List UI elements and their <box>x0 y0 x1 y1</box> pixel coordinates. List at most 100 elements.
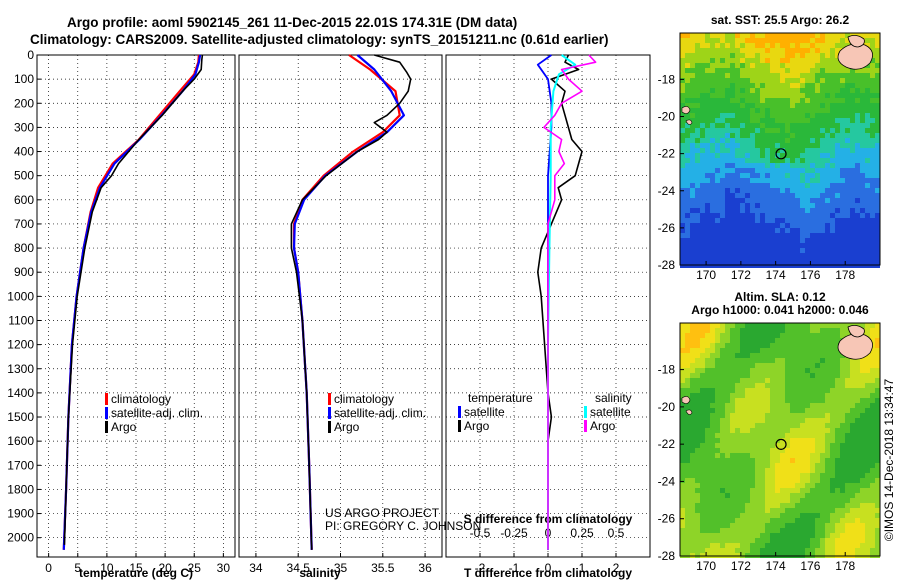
sla-heatmap-cell <box>825 423 830 428</box>
sla-heatmap-cell <box>830 548 835 553</box>
sst-heatmap-cell <box>740 38 745 43</box>
sst-heatmap-cell <box>840 113 845 118</box>
sst-heatmap-cell <box>815 208 820 213</box>
sla-heatmap-cell <box>815 388 820 393</box>
sst-heatmap-cell <box>695 163 700 168</box>
sla-heatmap-cell <box>860 323 865 328</box>
sst-heatmap-cell <box>720 53 725 58</box>
sst-heatmap-cell <box>835 118 840 123</box>
sla-heatmap-cell <box>770 428 775 433</box>
sst-heatmap-cell <box>710 253 715 258</box>
sla-heatmap-cell <box>690 348 695 353</box>
sst-heatmap-cell <box>765 258 770 263</box>
sla-heatmap-cell <box>815 498 820 503</box>
sst-heatmap-cell <box>760 33 765 38</box>
sst-heatmap-cell <box>695 228 700 233</box>
sst-heatmap-cell <box>805 43 810 48</box>
sla-heatmap-cell <box>810 428 815 433</box>
sla-heatmap-cell <box>860 518 865 523</box>
sst-heatmap-cell <box>715 103 720 108</box>
sst-heatmap-cell <box>870 198 875 203</box>
sla-heatmap-cell <box>755 513 760 518</box>
sla-heatmap-cell <box>780 443 785 448</box>
sst-heatmap-cell <box>845 243 850 248</box>
sst-heatmap-cell <box>755 103 760 108</box>
sst-heatmap-cell <box>725 243 730 248</box>
sst-heatmap-cell <box>680 143 685 148</box>
sst-heatmap-cell <box>755 228 760 233</box>
sst-heatmap-cell <box>740 98 745 103</box>
sla-heatmap-cell <box>780 408 785 413</box>
sla-heatmap-cell <box>715 473 720 478</box>
sla-heatmap-cell <box>795 328 800 333</box>
sst-heatmap-cell <box>870 118 875 123</box>
sst-heatmap-cell <box>755 58 760 63</box>
sst-heatmap-cell <box>725 173 730 178</box>
sst-heatmap-cell <box>770 178 775 183</box>
sla-heatmap-cell <box>685 413 690 418</box>
sst-heatmap-cell <box>810 218 815 223</box>
sst-heatmap-cell <box>800 168 805 173</box>
sst-heatmap-cell <box>685 153 690 158</box>
sst-heatmap-cell <box>705 163 710 168</box>
sst-heatmap-cell <box>775 218 780 223</box>
sst-heatmap-cell <box>700 203 705 208</box>
sla-heatmap-cell <box>740 503 745 508</box>
sst-heatmap-cell <box>720 33 725 38</box>
sst-heatmap-cell <box>730 183 735 188</box>
sst-heatmap-cell <box>865 83 870 88</box>
sst-heatmap-cell <box>735 113 740 118</box>
sla-heatmap-cell <box>860 508 865 513</box>
sst-heatmap-cell <box>690 238 695 243</box>
sla-heatmap-cell <box>740 533 745 538</box>
sst-heatmap-cell <box>685 143 690 148</box>
sst-heatmap-cell <box>760 163 765 168</box>
sla-heatmap-cell <box>700 533 705 538</box>
sst-heatmap-cell <box>760 48 765 53</box>
sst-heatmap-cell <box>860 223 865 228</box>
sla-heatmap-cell <box>815 358 820 363</box>
sla-heatmap-cell <box>770 523 775 528</box>
sst-heatmap-cell <box>720 248 725 253</box>
sst-heatmap-cell <box>805 83 810 88</box>
sla-heatmap-cell <box>760 488 765 493</box>
sst-heatmap-cell <box>775 73 780 78</box>
sla-heatmap-cell <box>705 513 710 518</box>
sst-heatmap-cell <box>730 93 735 98</box>
sla-heatmap-cell <box>830 323 835 328</box>
sla-heatmap-cell <box>765 343 770 348</box>
sst-heatmap-cell <box>680 258 685 263</box>
sla-heatmap-cell <box>715 438 720 443</box>
sla-heatmap-cell <box>865 388 870 393</box>
sla-heatmap-cell <box>825 328 830 333</box>
sla-heatmap-cell <box>740 423 745 428</box>
sla-heatmap-cell <box>865 513 870 518</box>
sst-heatmap-cell <box>780 58 785 63</box>
sla-heatmap-cell <box>810 498 815 503</box>
sla-heatmap-cell <box>800 513 805 518</box>
sla-heatmap-cell <box>835 483 840 488</box>
sla-heatmap-cell <box>680 323 685 328</box>
sla-heatmap-cell <box>715 433 720 438</box>
sst-heatmap-cell <box>725 73 730 78</box>
sst-heatmap-cell <box>800 163 805 168</box>
sst-heatmap-cell <box>725 118 730 123</box>
sst-heatmap-cell <box>690 58 695 63</box>
sst-heatmap-cell <box>765 58 770 63</box>
sla-heatmap-cell <box>765 433 770 438</box>
sst-heatmap-cell <box>875 133 880 138</box>
sst-heatmap-cell <box>765 168 770 173</box>
sst-heatmap-cell <box>820 33 825 38</box>
sst-heatmap-cell <box>755 213 760 218</box>
sla-heatmap-cell <box>845 378 850 383</box>
sla-heatmap-cell <box>685 443 690 448</box>
sla-heatmap-cell <box>795 483 800 488</box>
sla-land-vanua-levu <box>847 325 865 338</box>
sla-heatmap-cell <box>735 433 740 438</box>
sla-heatmap-cell <box>735 468 740 473</box>
sla-heatmap-cell <box>825 408 830 413</box>
sst-heatmap-cell <box>785 203 790 208</box>
sst-heatmap-cell <box>690 93 695 98</box>
sst-heatmap-cell <box>810 113 815 118</box>
sst-heatmap-cell <box>680 183 685 188</box>
